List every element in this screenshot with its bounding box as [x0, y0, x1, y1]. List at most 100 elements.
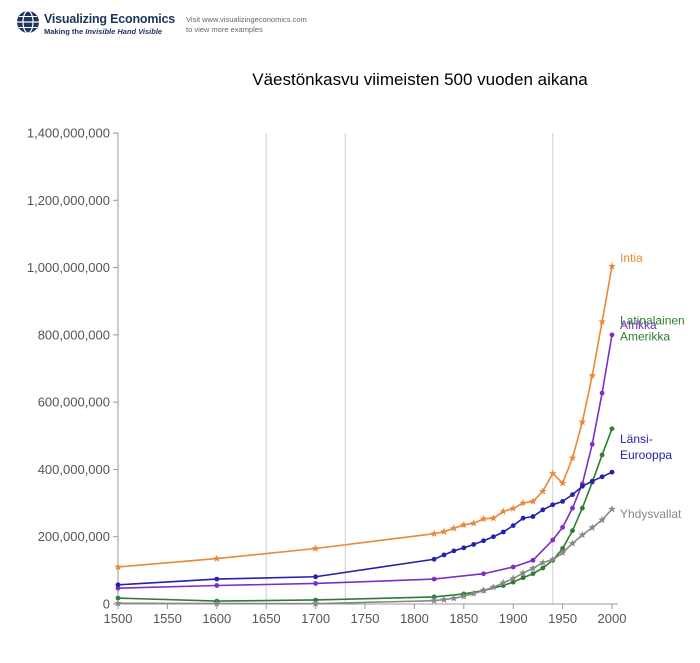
data-point [214, 583, 220, 588]
x-tick-label: 1800 [400, 611, 429, 626]
data-point [568, 539, 577, 547]
series-line [117, 266, 613, 568]
data-point [609, 426, 615, 432]
x-tick-label: 1950 [548, 611, 577, 626]
data-point [469, 519, 478, 527]
logo-tagline: Making the Invisible Hand Visible [44, 27, 162, 36]
data-point [509, 504, 517, 512]
data-point [589, 478, 595, 484]
data-point [481, 571, 486, 577]
data-point [570, 528, 575, 534]
data-point [520, 515, 526, 521]
data-point [114, 599, 122, 607]
data-point [431, 576, 437, 582]
data-point [311, 599, 320, 607]
data-point [460, 520, 468, 529]
y-tick-label: 0 [103, 597, 110, 612]
data-point [589, 441, 595, 447]
data-point [489, 514, 498, 522]
logo-title: Visualizing Economics [44, 12, 176, 26]
data-point [548, 469, 557, 477]
data-point [579, 505, 585, 511]
y-tick-label: 600,000,000 [38, 395, 110, 410]
data-point [530, 557, 536, 563]
series-label-line: Yhdysvallat [620, 507, 682, 521]
x-tick-label: 1550 [153, 611, 182, 626]
data-point [608, 505, 616, 513]
data-point [560, 498, 565, 504]
logo-tagline-prefix: Making the [44, 27, 86, 36]
data-point [430, 596, 438, 604]
x-tick-label: 1500 [104, 611, 133, 626]
series-line [117, 471, 613, 586]
data-point [115, 595, 121, 601]
chart-title: Väestönkasvu viimeisten 500 vuoden aikan… [252, 70, 588, 89]
visit-line-1: Visit www.visualizingeconomics.com [186, 15, 307, 24]
series-label: Latinalainen Amerikka [620, 314, 685, 344]
data-point [539, 487, 547, 495]
series-yhdysvallat: Yhdysvallat [114, 505, 682, 607]
x-tick-label: 1750 [351, 611, 380, 626]
data-point [599, 452, 605, 458]
data-point [509, 574, 517, 582]
data-point [539, 558, 547, 566]
series-label: Yhdysvallat [620, 507, 682, 521]
data-point [440, 595, 448, 603]
data-point [558, 479, 567, 487]
series-l-nsi-eurooppa: Länsi- Eurooppa [115, 432, 672, 588]
data-point [519, 569, 527, 577]
data-point [510, 523, 516, 529]
series-label-line: Eurooppa [620, 448, 672, 462]
data-point [579, 483, 585, 489]
data-point [510, 564, 516, 570]
data-point [499, 507, 508, 515]
series-line [117, 428, 613, 602]
series-intia: Intia [114, 251, 643, 571]
data-point [608, 262, 616, 270]
data-point [431, 556, 437, 562]
data-point [510, 579, 516, 585]
visit-note: Visit www.visualizingeconomics.com to vi… [186, 15, 307, 35]
data-point [440, 527, 448, 535]
y-tick-label: 1,000,000,000 [27, 260, 110, 275]
data-point [489, 583, 498, 591]
data-point [460, 592, 468, 600]
data-point [588, 523, 597, 531]
data-point [548, 555, 557, 563]
data-point [500, 529, 506, 535]
x-tick-label: 1900 [499, 611, 528, 626]
series-label-line: Afrikka [620, 318, 657, 332]
data-point [114, 562, 122, 571]
data-point [313, 574, 318, 580]
data-point [430, 529, 438, 537]
site-logo[interactable]: Visualizing Economics Making the Invisib… [16, 10, 316, 44]
data-point [519, 499, 527, 507]
data-point [461, 545, 467, 551]
data-point [550, 537, 556, 543]
data-point [481, 538, 486, 544]
logo-tagline-italic: Invisible Hand Visible [85, 27, 163, 36]
y-tick-label: 1,400,000,000 [27, 126, 110, 141]
data-point [540, 507, 546, 513]
series-label: Intia [620, 251, 643, 265]
data-point [578, 417, 587, 426]
data-point [450, 594, 458, 602]
data-point [570, 505, 575, 511]
data-point [560, 524, 565, 530]
data-point [529, 564, 537, 572]
data-point [213, 599, 221, 607]
data-point [558, 548, 567, 557]
data-point [540, 565, 546, 571]
data-point [598, 515, 606, 524]
y-tick-label: 800,000,000 [38, 327, 110, 342]
data-point [469, 589, 478, 597]
data-point [313, 581, 318, 586]
data-point [609, 332, 615, 338]
data-point [530, 514, 536, 519]
data-point [214, 576, 220, 582]
series-label-line: Intia [620, 251, 643, 265]
data-point [550, 502, 556, 508]
data-point [471, 542, 477, 547]
data-point [450, 524, 458, 532]
